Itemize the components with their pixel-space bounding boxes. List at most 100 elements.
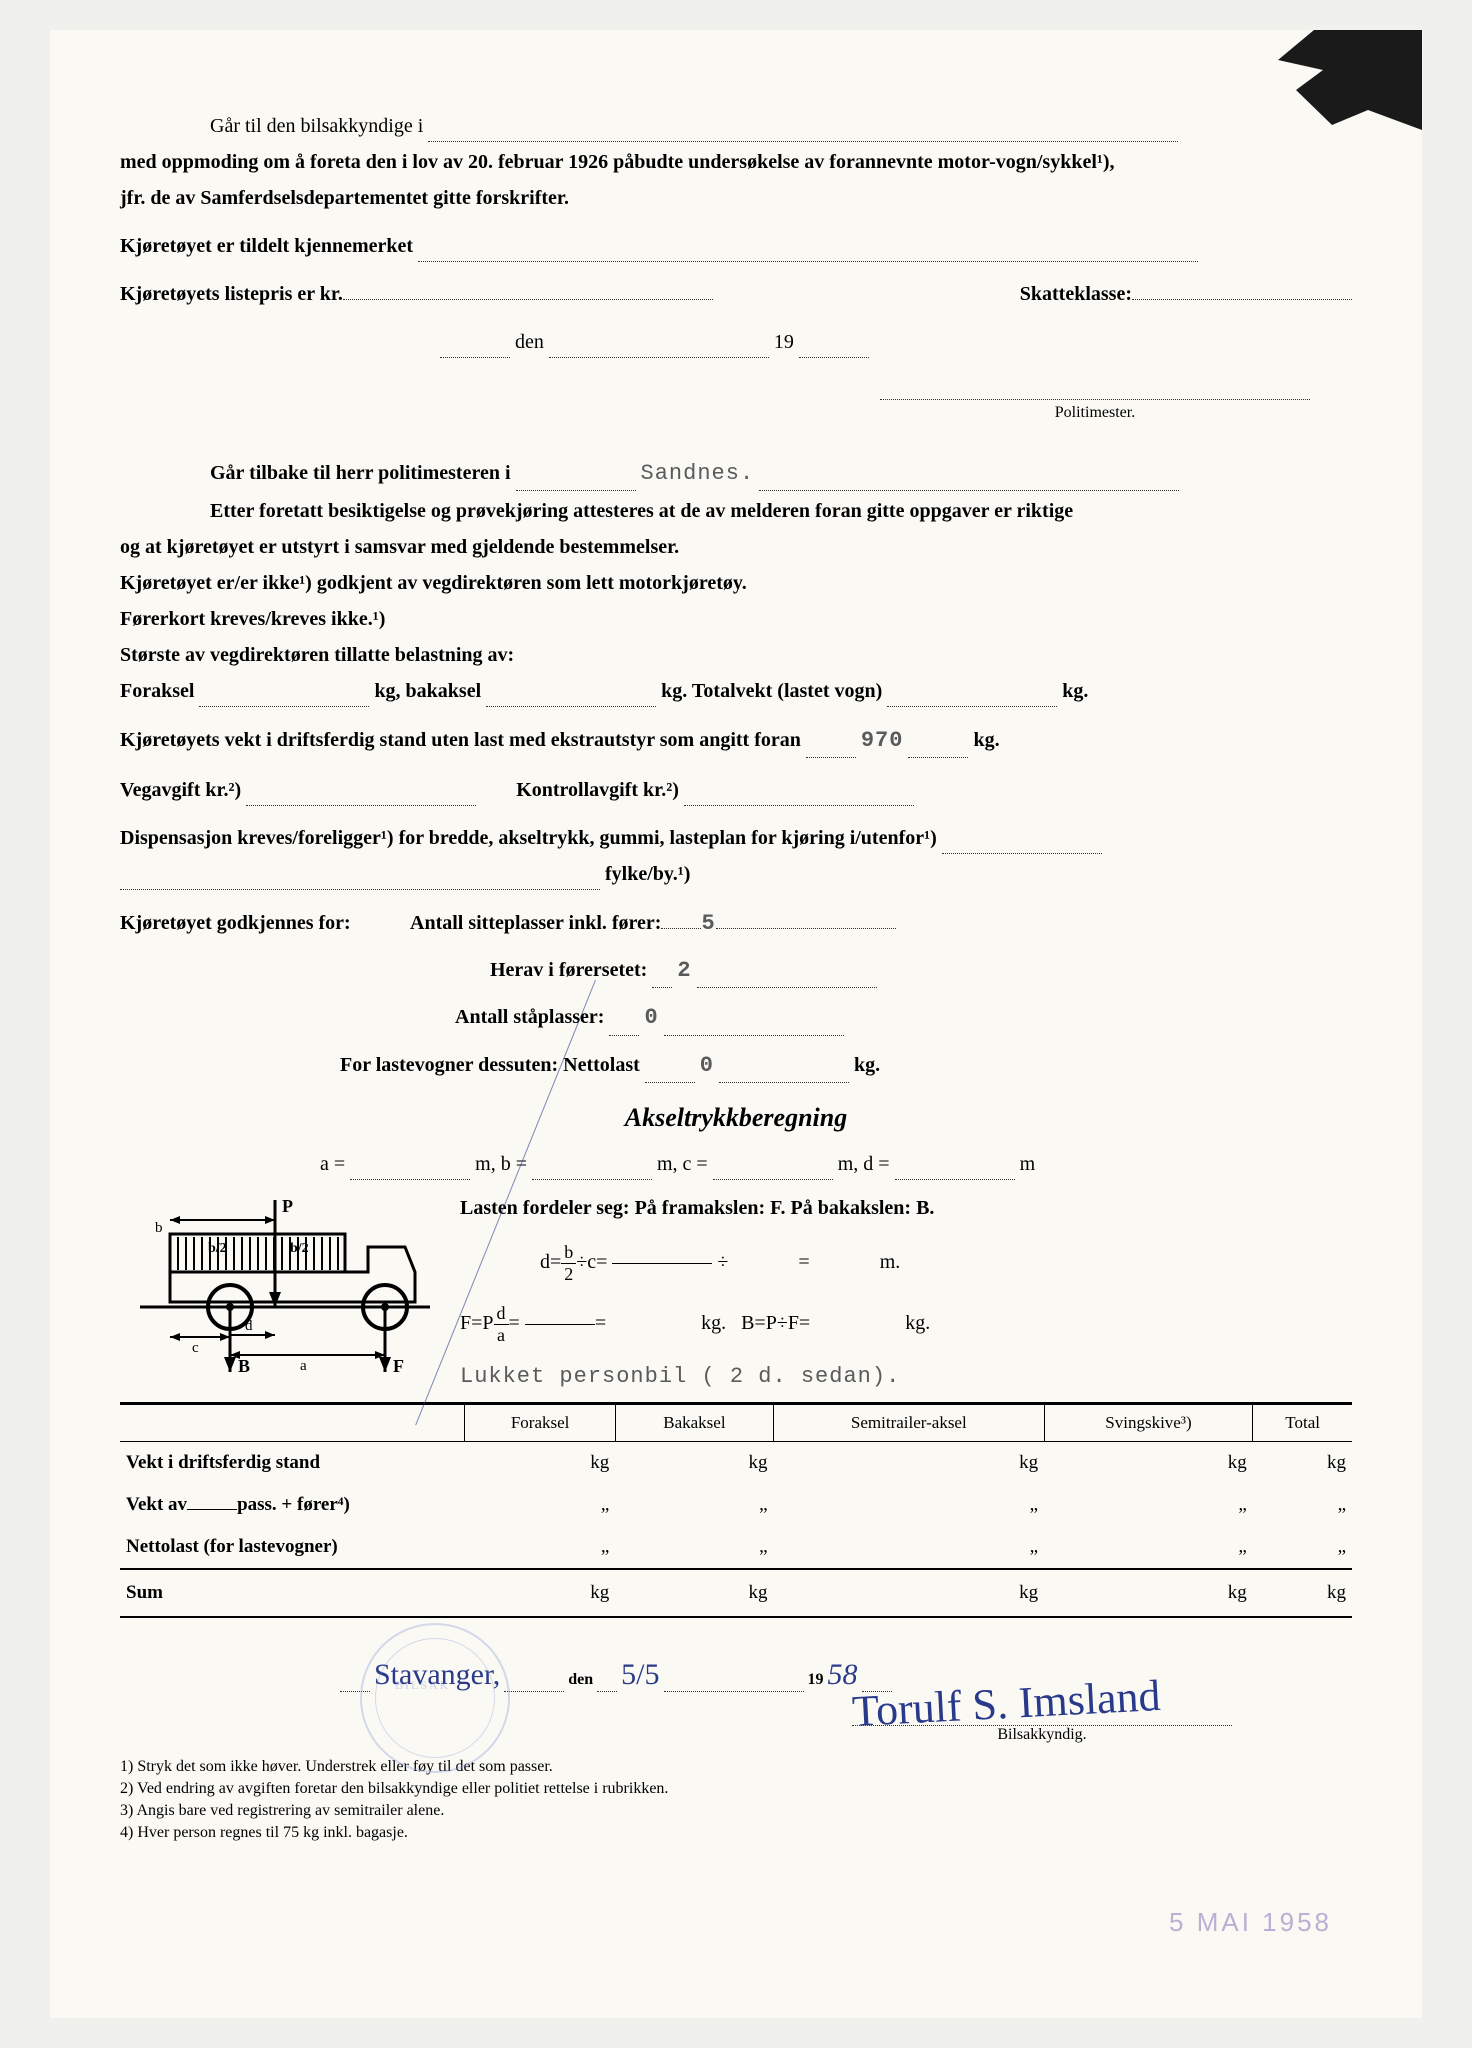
blank bbox=[504, 1691, 564, 1692]
row-label: Vekt i driftsferdig stand bbox=[120, 1441, 465, 1484]
blank bbox=[343, 299, 713, 300]
cell: „ bbox=[615, 1526, 773, 1569]
line-10: og at kjøretøyet er utstyrt i samsvar me… bbox=[120, 531, 1352, 563]
blank bbox=[428, 141, 1178, 142]
line-6: den 19 bbox=[120, 326, 1352, 358]
formula-column: Lasten fordeler seg: På framakslen: F. P… bbox=[460, 1192, 1352, 1389]
line-19c: Antall ståplasser: 0 bbox=[120, 1000, 1352, 1035]
blank bbox=[516, 490, 636, 491]
row-label: Nettolast (for lastevogner) bbox=[120, 1526, 465, 1569]
text: Foraksel bbox=[120, 680, 194, 702]
date: 5/5 bbox=[621, 1658, 659, 1691]
cell: „ bbox=[1253, 1484, 1352, 1526]
akseltrykk-title: Akseltrykkberegning bbox=[120, 1103, 1352, 1133]
blank bbox=[120, 889, 600, 890]
text: a = bbox=[320, 1153, 345, 1175]
blank bbox=[895, 1179, 1015, 1180]
svg-text:B: B bbox=[238, 1356, 250, 1376]
typed-970: 970 bbox=[861, 728, 904, 753]
blank bbox=[532, 1179, 652, 1180]
line-2: med oppmoding om å foreta den i lov av 2… bbox=[120, 146, 1352, 178]
politimester-label: Politimester. bbox=[880, 400, 1310, 426]
svg-text:P: P bbox=[282, 1196, 293, 1216]
line-1: Går til den bilsakkyndige i bbox=[120, 110, 1352, 142]
cell: kg bbox=[774, 1441, 1045, 1484]
blank bbox=[609, 1035, 639, 1036]
cell: „ bbox=[615, 1484, 773, 1526]
stamp-text: BILSAK bbox=[395, 1678, 450, 1693]
blank bbox=[942, 853, 1102, 854]
signature: Torulf S. Imsland bbox=[851, 1670, 1162, 1737]
vehicle-diagram: P b b bbox=[120, 1192, 440, 1392]
cell: kg bbox=[1253, 1441, 1352, 1484]
typed-0a: 0 bbox=[644, 1005, 658, 1030]
dims-row: a = m, b = m, c = m, d = m bbox=[120, 1148, 1352, 1180]
svg-text:c: c bbox=[192, 1340, 199, 1356]
line-16: Vegavgift kr.²) Kontrollavgift kr.²) bbox=[120, 774, 1352, 806]
line-14: Foraksel kg, bakaksel kg. Totalvekt (las… bbox=[120, 675, 1352, 707]
formula-d: d=b2÷c= ÷ = m. bbox=[460, 1242, 1352, 1285]
th-total: Total bbox=[1253, 1403, 1352, 1441]
footnotes: 1) Stryk det som ikke høver. Understrek … bbox=[120, 1758, 1352, 1842]
blank bbox=[684, 805, 914, 806]
line-11: Kjøretøyet er/er ikke¹) godkjent av vegd… bbox=[120, 567, 1352, 599]
line-15: Kjøretøyets vekt i driftsferdig stand ut… bbox=[120, 723, 1352, 758]
svg-text:d: d bbox=[245, 1318, 253, 1334]
cell: „ bbox=[1044, 1526, 1253, 1569]
blank bbox=[806, 757, 856, 758]
table-sum-row: Sum kg kg kg kg kg bbox=[120, 1569, 1352, 1617]
cell: kg bbox=[1253, 1569, 1352, 1617]
text: kg. bbox=[854, 1054, 880, 1076]
line-12: Førerkort kreves/kreves ikke.¹) bbox=[120, 603, 1352, 635]
cell: „ bbox=[774, 1526, 1045, 1569]
text: Dispensasjon kreves/foreligger¹) for bre… bbox=[120, 827, 937, 849]
th-bakaksel: Bakaksel bbox=[615, 1403, 773, 1441]
typed-0b: 0 bbox=[700, 1053, 714, 1078]
cell: kg bbox=[465, 1569, 615, 1617]
date-stamp: 5 MAI 1958 bbox=[1169, 1907, 1332, 1938]
line-4: Kjøretøyet er tildelt kjennemerket bbox=[120, 230, 1352, 262]
text: m, d = bbox=[838, 1153, 890, 1175]
footnote: 1) Stryk det som ikke høver. Understrek … bbox=[120, 1758, 1352, 1776]
text: fylke/by.¹) bbox=[605, 863, 690, 885]
text: kg. bbox=[1062, 680, 1088, 702]
row-label: Vekt avpass. + fører⁴) bbox=[120, 1484, 465, 1526]
table-row: Vekt avpass. + fører⁴) „ „ „ „ „ bbox=[120, 1484, 1352, 1526]
blank bbox=[908, 757, 968, 758]
line-3: jfr. de av Samferdselsdepartementet gitt… bbox=[120, 182, 1352, 214]
blank bbox=[597, 1691, 617, 1692]
blank bbox=[664, 1035, 844, 1036]
text: Kjøretøyets listepris er kr. bbox=[120, 278, 343, 310]
blank bbox=[716, 928, 896, 929]
line-18: fylke/by.¹) bbox=[120, 858, 1352, 890]
line-5: Kjøretøyets listepris er kr. Skatteklass… bbox=[120, 278, 1352, 310]
footnote: 3) Angis bare ved registrering av semitr… bbox=[120, 1802, 1352, 1820]
text: Herav i førersetet: bbox=[490, 959, 647, 981]
blank bbox=[719, 1082, 849, 1083]
cell: kg bbox=[615, 1569, 773, 1617]
footnote: 2) Ved endring av avgiften foretar den b… bbox=[120, 1780, 1352, 1798]
text: Kjøretøyet er tildelt kjennemerket bbox=[120, 235, 413, 257]
cell: „ bbox=[1044, 1484, 1253, 1526]
text: Kontrollavgift kr.²) bbox=[516, 779, 679, 801]
blank bbox=[645, 1082, 695, 1083]
blank bbox=[652, 987, 672, 988]
cell: „ bbox=[465, 1484, 615, 1526]
formula-section: P b b bbox=[120, 1192, 1352, 1392]
blank bbox=[486, 706, 656, 707]
table-row: Nettolast (for lastevogner) „ „ „ „ „ bbox=[120, 1526, 1352, 1569]
text: kg, bakaksel bbox=[374, 680, 481, 702]
text: Antall sitteplasser inkl. fører: bbox=[410, 907, 661, 939]
line-19d: For lastevogner dessuten: Nettolast 0 kg… bbox=[120, 1048, 1352, 1083]
formula-f: F=Pda= = kg. B=P÷F= kg. bbox=[460, 1303, 1352, 1346]
line-19b: Herav i førersetet: 2 bbox=[120, 953, 1352, 988]
typed-sandnes: Sandnes. bbox=[641, 461, 755, 486]
text: m, c = bbox=[657, 1153, 708, 1175]
line-19: Kjøretøyet godkjennes for: Antall sittep… bbox=[120, 906, 1352, 941]
svg-text:b/2: b/2 bbox=[290, 1241, 309, 1256]
text: 19 bbox=[808, 1671, 824, 1688]
line-8: Går tilbake til herr politimesteren i Sa… bbox=[120, 456, 1352, 491]
blank bbox=[440, 357, 510, 358]
vehicle-type: Lukket personbil ( 2 d. sedan). bbox=[460, 1364, 1352, 1389]
blank bbox=[887, 706, 1057, 707]
